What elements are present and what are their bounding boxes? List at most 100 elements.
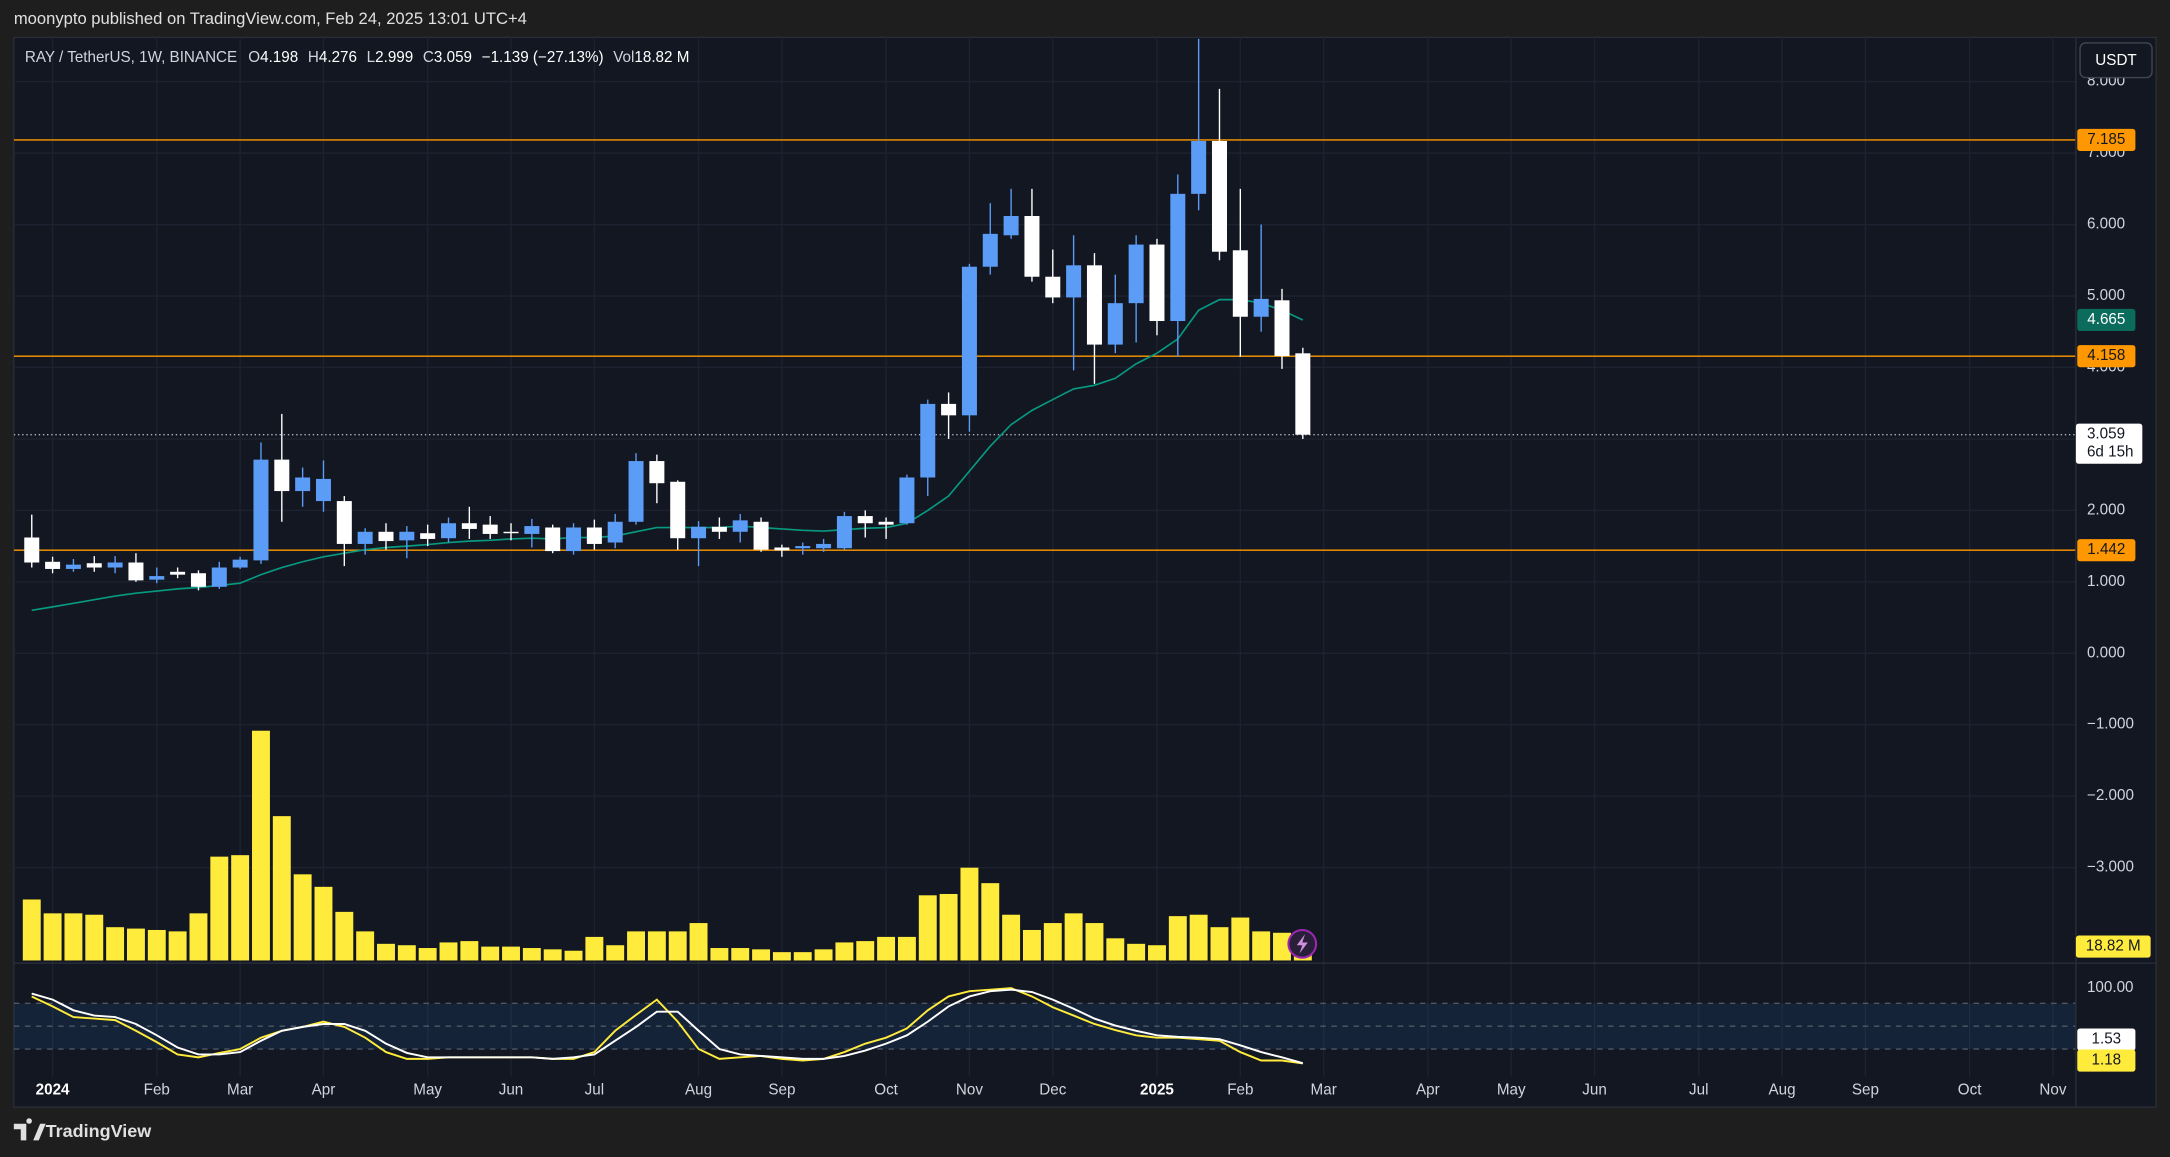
price-label: 3.059 (2087, 426, 2125, 443)
ema-label: 4.665 (2087, 311, 2125, 328)
volume-bar (647, 931, 666, 961)
volume-bar (1022, 929, 1041, 961)
volume-bar (856, 941, 875, 961)
x-tick-label: Oct (874, 1082, 898, 1099)
candle-body (1295, 353, 1311, 435)
currency-label[interactable]: USDT (2095, 52, 2136, 69)
candle-body (1045, 276, 1061, 298)
volume-bar (43, 913, 62, 961)
volume-bar (502, 946, 520, 961)
volume-bar (1085, 923, 1104, 961)
candle-body (1253, 298, 1269, 317)
key: C (423, 49, 434, 66)
volume-bar (1210, 927, 1229, 961)
x-tick-label: Apr (1416, 1082, 1440, 1099)
volume-bar (627, 931, 645, 961)
candle-body (1211, 140, 1227, 252)
x-tick-label: Jul (1689, 1082, 1708, 1099)
candle-body (920, 403, 936, 478)
volume-bar (793, 952, 812, 961)
y-tick-label: −1.000 (2087, 716, 2134, 733)
volume-bar (314, 886, 333, 961)
candle-body (461, 523, 477, 529)
stoch-tick-label: 100.00 (2087, 979, 2134, 996)
candle-body (753, 521, 769, 550)
stoch-d-line (31, 987, 1303, 1065)
candle-body (420, 533, 436, 539)
volume-bar (481, 946, 500, 961)
candle-body (1066, 265, 1082, 298)
volume-bar (710, 948, 729, 961)
candle-body (1128, 244, 1144, 304)
volume-bar (585, 936, 604, 961)
flash-glyph (1296, 934, 1308, 954)
x-tick-label: Oct (1958, 1082, 1982, 1099)
x-tick-label: Nov (2039, 1082, 2066, 1099)
candle-body (295, 477, 311, 492)
volume-bar (960, 867, 979, 961)
volume-bar (272, 816, 291, 961)
candle-body (711, 526, 727, 532)
low: 2.999 (375, 49, 413, 66)
candle-body (357, 531, 373, 544)
x-tick-label: Sep (768, 1082, 795, 1099)
currency-button[interactable] (2079, 42, 2153, 79)
ema-label-box (2077, 308, 2136, 332)
candle-body (774, 547, 790, 551)
x-tick-label: 2025 (1140, 1082, 1174, 1099)
key: L (367, 49, 375, 66)
y-tick-label: 6.000 (2087, 216, 2125, 233)
candle-body (170, 571, 186, 575)
candle-body (503, 531, 519, 534)
level-label-box (2077, 539, 2136, 562)
volume-bar (126, 928, 145, 961)
x-tick-label: Nov (956, 1082, 983, 1099)
key: Vol (613, 49, 634, 66)
logo (13, 1118, 46, 1141)
candle-body (1024, 215, 1040, 277)
candle-body (211, 567, 227, 587)
x-tick-label: Mar (227, 1082, 253, 1099)
volume-bar (168, 931, 187, 961)
ema-line (31, 298, 1304, 612)
candle-body (1274, 300, 1290, 357)
key: H (308, 49, 319, 66)
x-tick-label: 2024 (36, 1082, 70, 1099)
candle-body (961, 266, 977, 416)
x-tick-label: Sep (1852, 1082, 1879, 1099)
candle-body (149, 576, 165, 580)
volume-bar (522, 948, 541, 961)
level-label-box (2077, 128, 2136, 151)
candle-body (65, 564, 81, 569)
volume-bar (543, 949, 562, 961)
candle-body (253, 459, 269, 561)
x-tick-label: Apr (312, 1082, 336, 1099)
candle-body (982, 233, 998, 267)
volume-bar (918, 895, 937, 961)
candle-body (399, 531, 415, 541)
volume-bar (689, 923, 708, 961)
candle-body (315, 478, 331, 502)
x-tick-label: Jul (585, 1082, 604, 1099)
volume-bar (814, 949, 833, 961)
x-tick-label: Feb (144, 1082, 170, 1099)
footer-brand: TradingView (46, 1121, 153, 1141)
x-tick-label: May (413, 1082, 442, 1099)
candle-body (649, 461, 665, 484)
y-tick-label: −2.000 (2087, 787, 2134, 804)
candle-body (795, 546, 811, 549)
candle-body (45, 561, 61, 569)
volume-bar (293, 874, 312, 961)
volume-bar (1252, 931, 1271, 961)
volume-bar (981, 883, 1000, 961)
volume-bar (439, 942, 458, 961)
y-tick-label: 1.000 (2087, 573, 2125, 590)
volume-bar (752, 949, 771, 961)
price-label-box (2075, 423, 2143, 464)
candle-body (836, 516, 852, 549)
volume-bar (564, 950, 583, 961)
x-tick-label: Jun (1582, 1082, 1607, 1099)
candle-body (816, 543, 832, 549)
candle-body (274, 459, 290, 492)
